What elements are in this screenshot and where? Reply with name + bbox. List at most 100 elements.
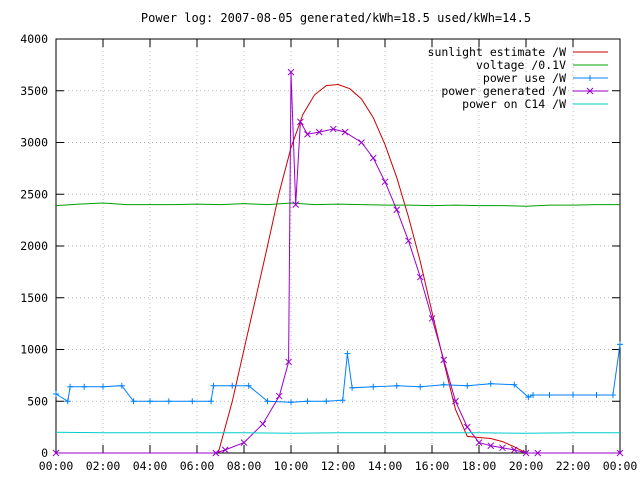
data-point-power-generated-w — [287, 68, 295, 76]
x-tick-label: 02:00 — [86, 459, 121, 473]
point-mark — [292, 201, 300, 208]
data-point-power-use-w — [393, 382, 400, 389]
legend-entry-power-use-w: power use /W — [483, 71, 608, 85]
data-point-power-use-w — [147, 398, 153, 405]
data-point-power-use-w — [81, 383, 88, 390]
data-point-power-use-w — [525, 394, 532, 401]
data-point-power-use-w — [370, 383, 377, 390]
y-tick-label: 1000 — [20, 343, 48, 357]
legend-entry-sunlight-estimate-w: sunlight estimate /W — [428, 45, 608, 59]
data-point-power-use-w — [530, 392, 537, 399]
data-point-power-use-w — [344, 350, 351, 357]
point-mark — [221, 446, 229, 454]
x-tick-label: 10:00 — [274, 459, 309, 473]
data-point-power-use-w — [53, 391, 59, 398]
point-mark — [52, 449, 60, 457]
point-mark — [522, 449, 530, 457]
data-point-power-generated-w — [428, 315, 436, 322]
y-tick-label: 4000 — [20, 32, 48, 46]
data-point-power-generated-w — [358, 139, 365, 146]
legend-label: sunlight estimate /W — [428, 45, 567, 59]
legend-entry-power-generated-w: power generated /W — [441, 84, 608, 98]
data-point-power-generated-w — [487, 442, 495, 450]
point-mark — [304, 130, 311, 138]
data-point-power-generated-w — [297, 118, 304, 126]
point-mark — [452, 397, 459, 405]
x-tick-label: 06:00 — [180, 459, 215, 473]
data-point-power-use-w — [264, 398, 271, 405]
data-point-power-generated-w — [452, 397, 459, 405]
point-mark — [358, 139, 365, 146]
data-point-power-use-w — [339, 397, 346, 404]
legend-label: power on C14 /W — [462, 97, 566, 111]
data-point-power-use-w — [440, 381, 447, 388]
data-point-power-use-w — [189, 398, 196, 405]
data-point-power-use-w — [617, 341, 623, 348]
x-tick-label: 16:00 — [415, 459, 450, 473]
point-mark — [259, 420, 267, 428]
x-tick-label: 20:00 — [509, 459, 544, 473]
data-point-power-generated-w — [369, 154, 377, 162]
data-point-power-generated-w — [616, 449, 624, 457]
series-line-power-use-w — [55, 344, 621, 403]
data-point-power-use-w — [165, 398, 172, 405]
data-point-power-use-w — [288, 399, 294, 406]
legend-entry-voltage-0-1v: voltage /0.1V — [476, 58, 608, 72]
data-point-power-use-w — [487, 380, 494, 387]
data-point-power-use-w — [511, 381, 518, 388]
data-point-power-use-w — [609, 392, 616, 399]
y-tick-label: 3500 — [20, 84, 48, 98]
x-tick-label: 00:00 — [39, 459, 74, 473]
data-point-power-generated-w — [405, 237, 412, 245]
point-mark — [287, 68, 295, 76]
point-mark — [329, 125, 337, 133]
data-point-power-generated-w — [499, 444, 506, 452]
data-point-power-use-w — [229, 382, 236, 389]
data-point-power-use-w — [208, 398, 215, 405]
data-point-power-use-w — [464, 382, 471, 389]
legend-marker — [586, 87, 594, 95]
data-point-power-generated-w — [315, 128, 323, 136]
point-mark — [616, 449, 624, 457]
data-point-power-generated-w — [534, 449, 542, 457]
data-point-power-use-w — [210, 382, 217, 389]
point-mark — [297, 118, 304, 126]
data-point-power-generated-w — [522, 449, 530, 457]
y-tick-label: 500 — [27, 394, 48, 408]
point-mark — [440, 356, 448, 364]
series-line-voltage-0-1v — [55, 202, 620, 207]
point-mark — [240, 439, 248, 447]
data-point-power-use-w — [130, 398, 137, 405]
data-point-power-generated-w — [393, 206, 401, 214]
x-tick-label: 12:00 — [321, 459, 356, 473]
point-mark — [534, 449, 542, 457]
data-point-power-generated-w — [475, 439, 483, 447]
point-mark — [475, 439, 483, 447]
data-point-power-generated-w — [440, 356, 448, 364]
x-tick-label: 18:00 — [462, 459, 497, 473]
legend-entry-power-on-c14-w: power on C14 /W — [462, 97, 608, 111]
data-point-power-generated-w — [381, 178, 389, 186]
data-point-power-generated-w — [275, 392, 283, 400]
data-point-power-generated-w — [240, 439, 248, 447]
point-mark — [341, 128, 349, 136]
point-mark — [212, 449, 220, 457]
point-mark — [405, 237, 412, 245]
axes: 0 500 1000 1500 2000 2500 3000 3500 4000 00:00 02:… — [20, 32, 637, 473]
data-point-power-use-w — [245, 382, 252, 389]
legend-label: power use /W — [483, 71, 566, 85]
data-point-power-generated-w — [329, 125, 337, 133]
chart-title: Power log: 2007-08-05 generated/kWh=18.5… — [141, 11, 531, 25]
data-point-power-generated-w — [510, 446, 518, 454]
data-point-power-generated-w — [463, 423, 471, 431]
data-point-power-use-w — [570, 392, 576, 399]
data-point-power-use-w — [118, 382, 125, 389]
x-tick-label: 22:00 — [556, 459, 591, 473]
grid — [56, 39, 620, 453]
data-point-power-use-w — [417, 383, 424, 390]
point-mark — [393, 206, 401, 214]
data-point-power-generated-w — [221, 446, 229, 454]
point-mark — [285, 358, 293, 366]
point-mark — [487, 442, 495, 450]
